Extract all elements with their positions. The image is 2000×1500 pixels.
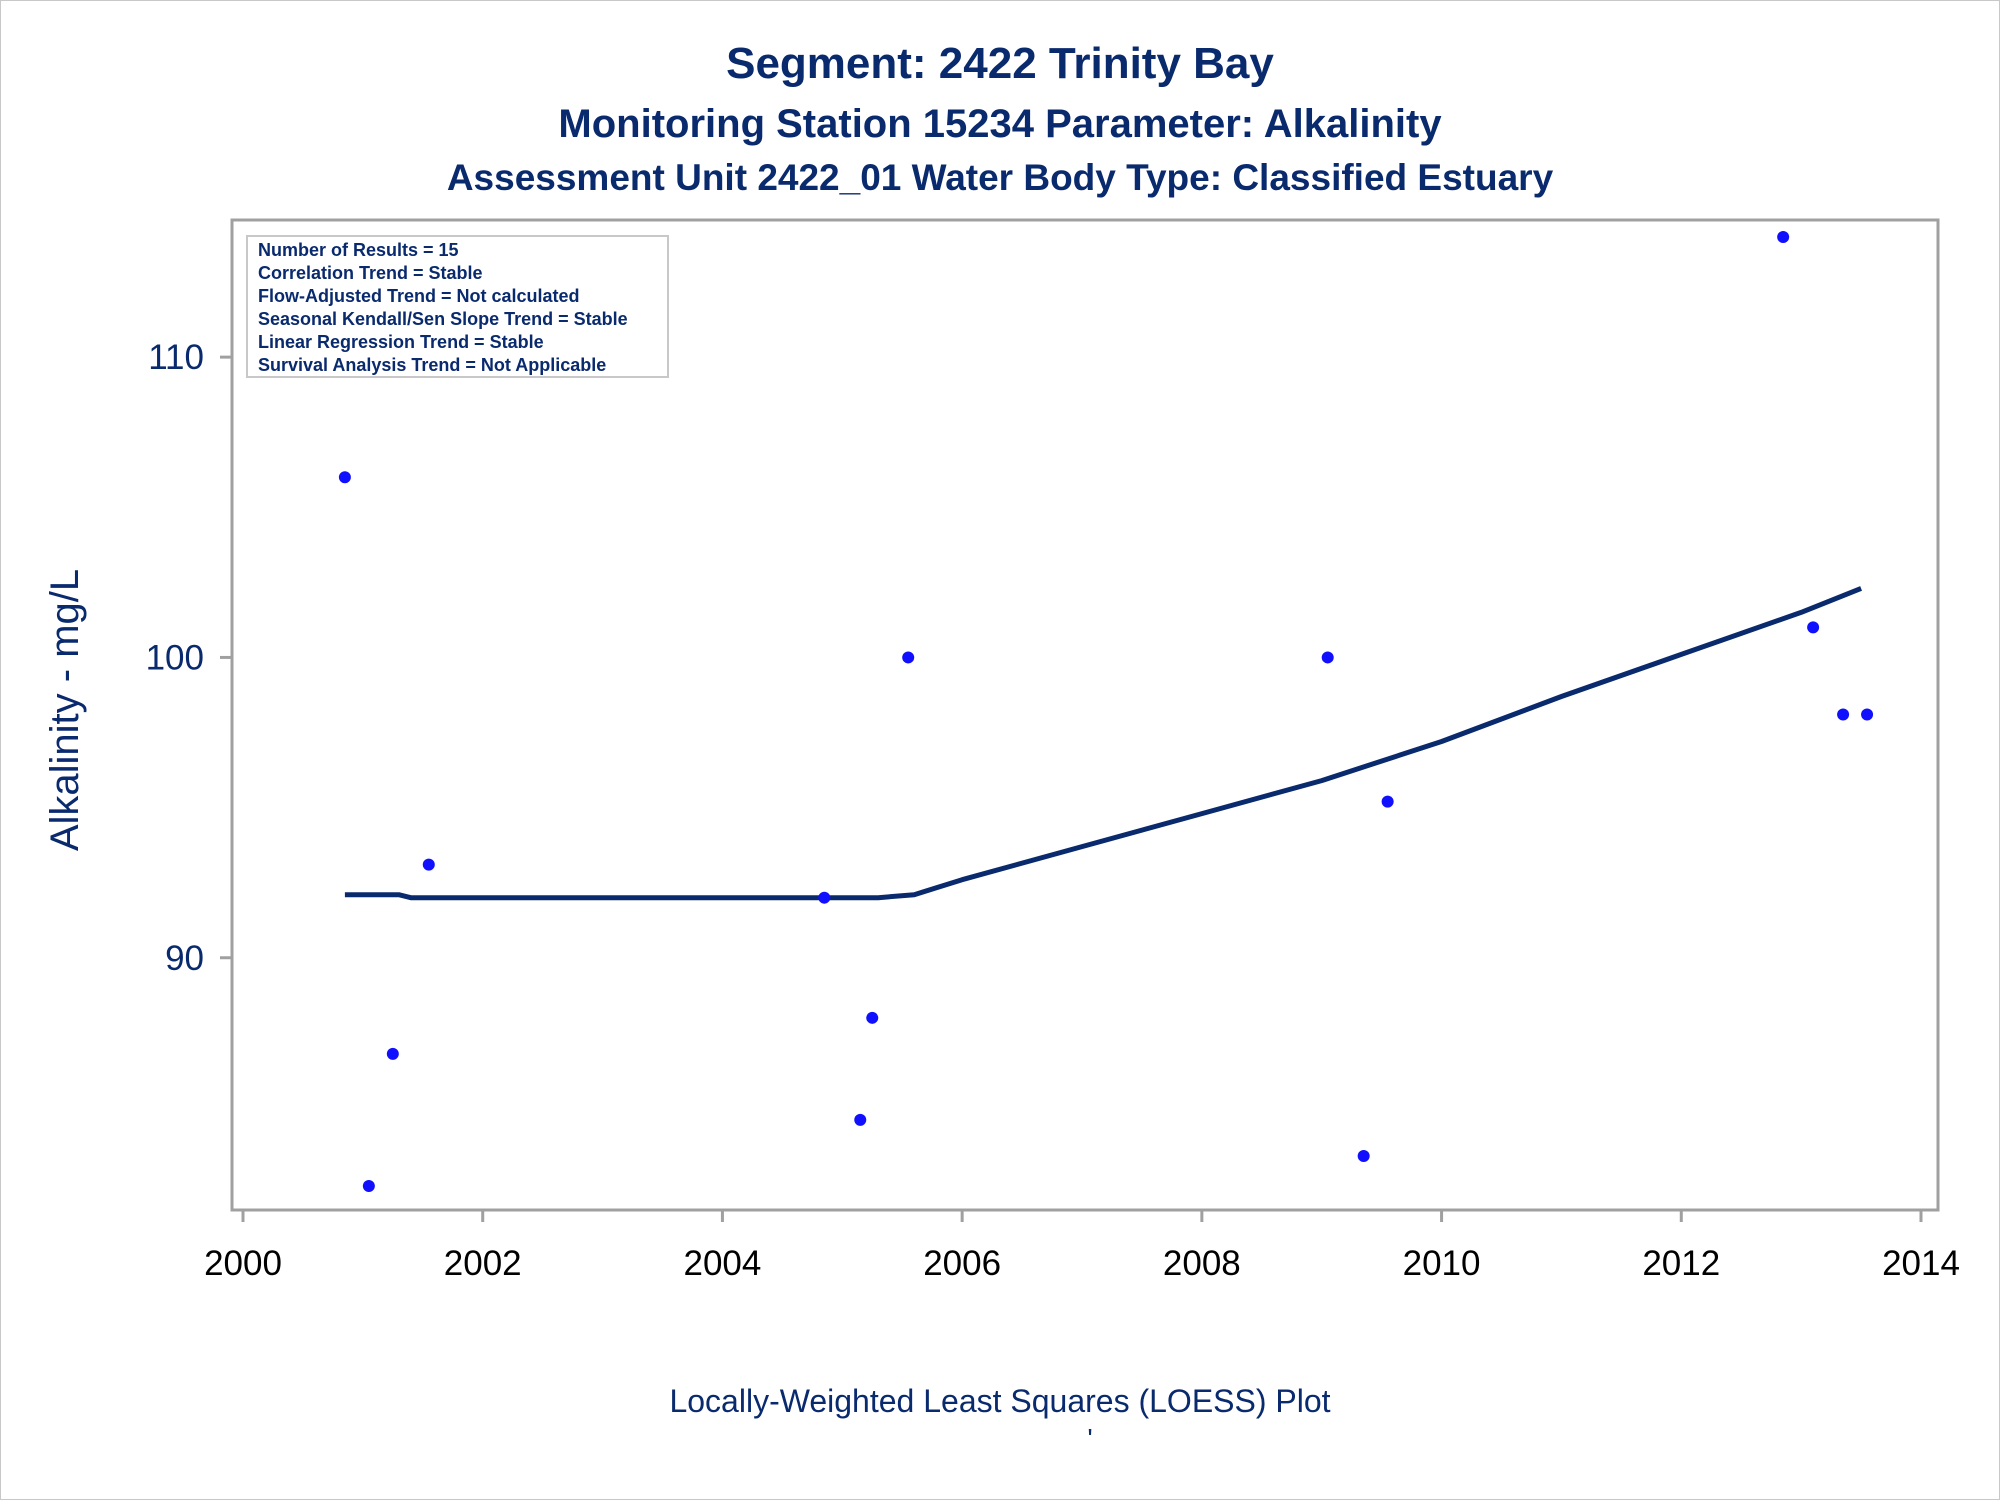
- stats-results: Number of Results = 15: [258, 240, 459, 260]
- footer-caption: Locally-Weighted Least Squares (LOESS) P…: [669, 1383, 1330, 1419]
- x-tick-label: 2014: [1882, 1244, 1960, 1283]
- x-tick-label: 2006: [923, 1244, 1001, 1283]
- loess-line: [344, 586, 1863, 901]
- chart-title: Segment: 2422 Trinity Bay: [726, 39, 1274, 88]
- x-tick-label: 2004: [683, 1244, 761, 1283]
- stats-box: Number of Results = 15 Correlation Trend…: [246, 235, 669, 378]
- x-tick-label: 2002: [444, 1244, 522, 1283]
- data-point: [1837, 708, 1850, 721]
- data-point: [1321, 651, 1334, 664]
- axes: 2000 2002 2004 2006 2008 2010 2012 2014 90 100 110: [146, 338, 1960, 1283]
- data-point: [1357, 1149, 1370, 1162]
- chart-subtitle: Monitoring Station 15234 Parameter: Alka…: [558, 102, 1442, 146]
- data-point: [422, 858, 435, 871]
- y-tick-label: 110: [148, 338, 204, 377]
- stats-correlation: Correlation Trend = Stable: [258, 263, 483, 283]
- plot-area: [230, 218, 1940, 1212]
- data-point: [818, 891, 831, 904]
- data-point: [854, 1113, 867, 1126]
- stats-survival: Survival Analysis Trend = Not Applicable: [258, 355, 606, 375]
- data-point: [386, 1047, 399, 1060]
- data-point: [362, 1179, 375, 1192]
- stats-linear-regression: Linear Regression Trend = Stable: [258, 332, 544, 352]
- y-tick-label: 90: [165, 939, 204, 978]
- footer-mark: ': [1087, 1423, 1092, 1454]
- data-point: [1807, 621, 1820, 634]
- y-axis-label: Alkalinity - mg/L: [43, 569, 87, 851]
- x-tick-label: 2012: [1642, 1244, 1720, 1283]
- data-point: [1861, 708, 1874, 721]
- stats-box-frame: [246, 235, 669, 378]
- data-point: [866, 1011, 879, 1024]
- data-point: [1381, 795, 1394, 808]
- stats-seasonal-kendall: Seasonal Kendall/Sen Slope Trend = Stabl…: [258, 309, 628, 329]
- stats-flow-adjusted: Flow-Adjusted Trend = Not calculated: [258, 286, 580, 306]
- chart-subtitle-2: Assessment Unit 2422_01 Water Body Type:…: [447, 157, 1554, 198]
- x-tick-label: 2000: [204, 1244, 282, 1283]
- data-point: [338, 471, 351, 484]
- y-tick-label: 100: [146, 638, 204, 677]
- data-point: [1777, 231, 1790, 243]
- chart-marks: [338, 231, 1874, 1192]
- x-tick-label: 2008: [1163, 1244, 1241, 1283]
- data-point: [902, 651, 915, 664]
- x-tick-label: 2010: [1403, 1244, 1481, 1283]
